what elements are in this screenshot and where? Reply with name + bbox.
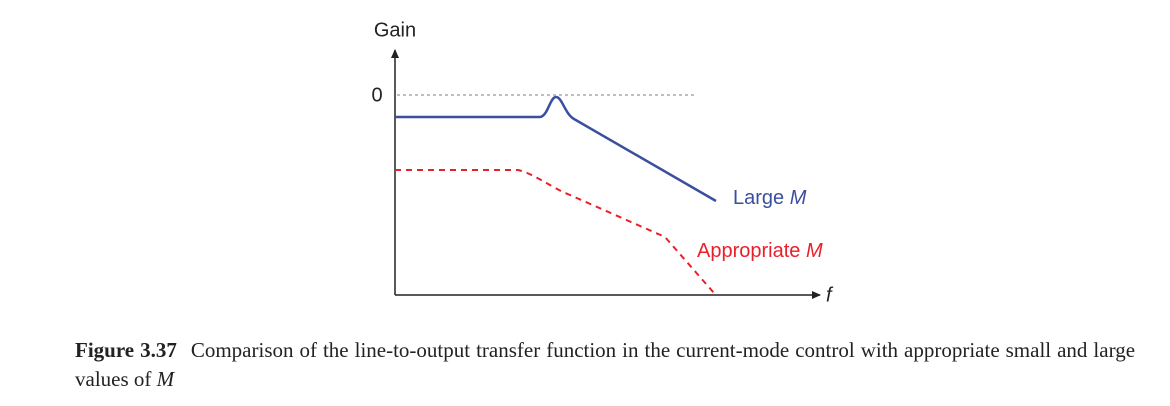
curve-name: Appropriate (697, 240, 800, 262)
y-axis-label: Gain (374, 19, 416, 41)
figure: Gain 0 f Large M Appropriate M (371, 19, 834, 306)
large-m-curve (395, 95, 717, 203)
curve-variable: M (806, 240, 823, 262)
curve-label: Large M (733, 187, 807, 209)
curve-name: Large (733, 187, 784, 209)
curve-label: Appropriate M (697, 240, 823, 262)
curve-variable: M (790, 187, 807, 209)
y-tick-label: 0 (371, 84, 382, 106)
appropriate-m-curve (395, 169, 715, 294)
x-axis-label: f (826, 284, 834, 306)
caption: Figure 3.37 Comparison of the line-to-ou… (75, 336, 1135, 394)
caption-variable: M (156, 367, 175, 391)
caption-text: Comparison of the line-to-output transfe… (75, 338, 1136, 391)
caption-label: Figure 3.37 (75, 338, 177, 362)
